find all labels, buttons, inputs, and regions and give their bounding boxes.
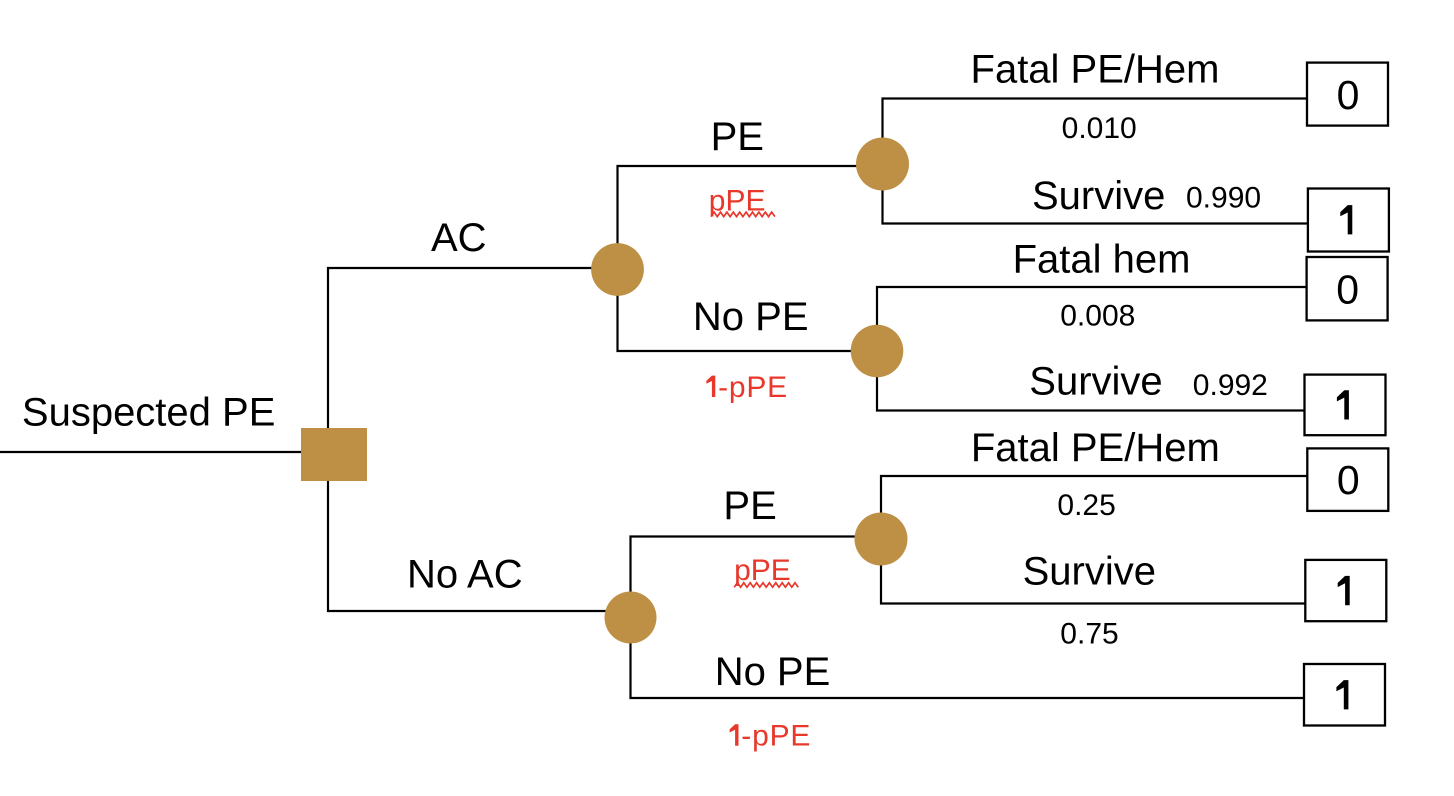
svg-text:Fatal PE/Hem: Fatal PE/Hem bbox=[971, 426, 1220, 470]
svg-text:0.990: 0.990 bbox=[1186, 181, 1261, 214]
svg-text:Survive: Survive bbox=[1032, 174, 1165, 218]
svg-text:No PE: No PE bbox=[715, 650, 831, 694]
svg-text:-pPE: -pPE bbox=[718, 371, 788, 404]
svg-text:Survive: Survive bbox=[1023, 550, 1156, 594]
svg-text:0: 0 bbox=[1337, 72, 1360, 118]
svg-text:No AC: No AC bbox=[407, 553, 523, 597]
svg-text:0.25: 0.25 bbox=[1057, 489, 1115, 522]
svg-text:PE: PE bbox=[711, 115, 764, 159]
svg-text:pPE: pPE bbox=[709, 184, 766, 217]
svg-text:Fatal PE/Hem: Fatal PE/Hem bbox=[971, 48, 1220, 92]
svg-text:No PE: No PE bbox=[693, 295, 809, 339]
svg-text:Survive: Survive bbox=[1029, 360, 1162, 404]
svg-text:0.75: 0.75 bbox=[1060, 617, 1118, 650]
svg-text:Suspected PE: Suspected PE bbox=[22, 390, 276, 434]
svg-text:Fatal hem: Fatal hem bbox=[1013, 237, 1191, 281]
svg-text:-pPE: -pPE bbox=[741, 720, 811, 753]
svg-text:0: 0 bbox=[1336, 267, 1359, 313]
svg-text:0.992: 0.992 bbox=[1193, 369, 1268, 402]
svg-text:AC: AC bbox=[431, 216, 487, 260]
svg-text:0.010: 0.010 bbox=[1062, 112, 1137, 145]
svg-text:0.008: 0.008 bbox=[1060, 300, 1135, 333]
svg-text:0: 0 bbox=[1337, 457, 1360, 503]
svg-text:pPE: pPE bbox=[734, 554, 791, 587]
svg-text:PE: PE bbox=[723, 484, 776, 528]
